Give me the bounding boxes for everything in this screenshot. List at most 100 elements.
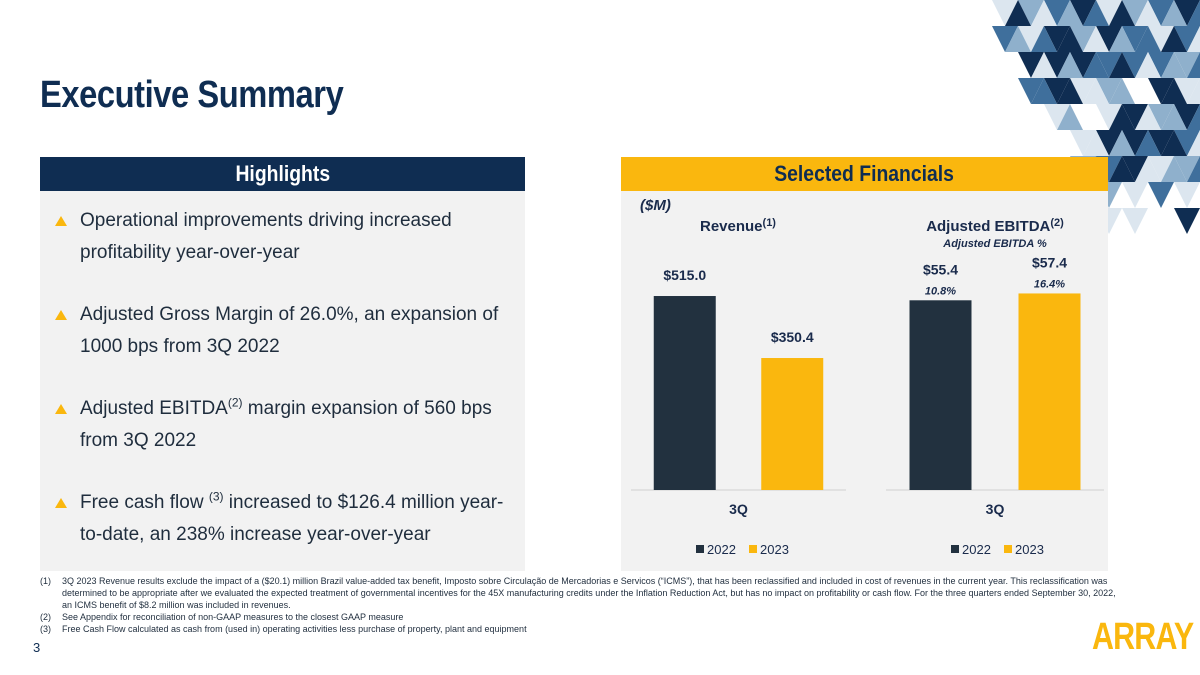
- decor-triangle: [1122, 182, 1148, 208]
- decor-triangle: [1109, 156, 1135, 182]
- decor-triangle: [1161, 0, 1187, 26]
- chart2-category-label: 3Q: [986, 501, 1005, 517]
- decor-triangle: [1096, 78, 1122, 104]
- footnote: (2) See Appendix for reconciliation of n…: [40, 611, 1120, 623]
- footnotes: (1) 3Q 2023 Revenue results exclude the …: [40, 575, 1120, 635]
- list-item: Operational improvements driving increas…: [55, 205, 525, 269]
- bullet-text: Free cash flow: [80, 492, 209, 513]
- chart1-bar-2023: [761, 358, 824, 490]
- decor-triangle: [1122, 0, 1148, 26]
- decor-triangle: [1135, 130, 1161, 156]
- decor-triangle: [1135, 156, 1161, 182]
- highlights-header: Highlights: [40, 157, 525, 191]
- decor-triangle: [1174, 52, 1200, 78]
- decor-triangle: [1044, 78, 1070, 104]
- decor-triangle: [1135, 0, 1161, 26]
- bullet-text-cont: margin expansion of 560 bps from 3Q 2022: [80, 398, 492, 451]
- highlights-header-label: Highlights: [235, 161, 330, 186]
- decor-triangle: [1135, 104, 1161, 130]
- decor-triangle: [1096, 52, 1122, 78]
- decor-triangle: [1096, 130, 1122, 156]
- chart2-legend-label-2023: 2023: [1015, 542, 1044, 557]
- decor-triangle: [1083, 52, 1109, 78]
- decor-triangle: [1148, 26, 1174, 52]
- footnote-number: (2): [40, 612, 51, 622]
- decor-triangle: [1044, 0, 1070, 26]
- decor-triangle: [1096, 0, 1122, 26]
- decor-triangle: [1044, 52, 1070, 78]
- decor-triangle: [1187, 78, 1200, 104]
- chart1-legend-swatch-2023: [749, 545, 757, 553]
- highlights-panel: [40, 191, 525, 571]
- array-logo: ARRAY: [1092, 616, 1194, 658]
- decor-triangle: [1109, 104, 1135, 130]
- decor-triangle: [1070, 52, 1096, 78]
- decor-triangle: [1057, 26, 1083, 52]
- decor-triangle: [1161, 26, 1187, 52]
- page-title: Executive Summary: [40, 74, 344, 116]
- financials-charts: ($M) Revenue(1) $515.0 $350.4 3Q 2022 2023 Adju…: [631, 197, 1104, 557]
- chart2-data-label-2022: $55.4: [923, 261, 958, 277]
- triangle-bullet-icon: [55, 404, 67, 414]
- footnote-number: (3): [40, 624, 51, 634]
- chart2-subtitle: Adjusted EBITDA %: [942, 238, 1047, 250]
- decor-triangle: [1174, 130, 1200, 156]
- footnote: (1) 3Q 2023 Revenue results exclude the …: [40, 575, 1120, 611]
- bullet-text-cont: increased to $126.4 million year-to-date…: [80, 492, 504, 545]
- decor-triangle: [1122, 156, 1148, 182]
- footnote-ref: (3): [208, 489, 224, 504]
- chart2-bar-2022: [909, 300, 972, 490]
- chart2-bar-2023: [1018, 293, 1081, 490]
- decor-triangle: [1187, 52, 1200, 78]
- decor-triangle: [1031, 52, 1057, 78]
- footnote-text: 3Q 2023 Revenue results exclude the impa…: [62, 576, 1116, 610]
- decor-triangle: [1031, 0, 1057, 26]
- triangle-bullet-icon: [55, 498, 67, 508]
- decor-triangle: [1005, 0, 1031, 26]
- chart2-title: Adjusted EBITDA(2): [926, 217, 1064, 235]
- chart1-bar-2022: [653, 296, 716, 490]
- chart1-data-label-2022: $515.0: [663, 267, 706, 283]
- decor-triangle: [1122, 52, 1148, 78]
- decor-triangle: [992, 26, 1018, 52]
- decor-triangle: [1057, 104, 1083, 130]
- footnote-text: See Appendix for reconciliation of non-G…: [62, 612, 404, 622]
- decor-triangle: [1083, 0, 1109, 26]
- decor-triangle: [1174, 182, 1200, 208]
- chart2-pct-label-2022: 10.8%: [925, 285, 956, 297]
- triangle-bullet-icon: [55, 310, 67, 320]
- chart2-pct-label-2023: 16.4%: [1034, 278, 1065, 290]
- decor-triangle: [1031, 78, 1057, 104]
- decor-triangle: [1148, 156, 1174, 182]
- decor-triangle: [1018, 78, 1044, 104]
- decor-triangle: [1109, 130, 1135, 156]
- highlights-list: Operational improvements driving increas…: [55, 205, 525, 581]
- footnote: (3) Free Cash Flow calculated as cash fr…: [40, 623, 1120, 635]
- decor-triangle: [1122, 104, 1148, 130]
- decor-triangle: [1070, 130, 1096, 156]
- bullet-text: Operational improvements driving increas…: [80, 210, 452, 263]
- decor-triangle: [1174, 208, 1200, 234]
- decor-triangle: [1109, 78, 1135, 104]
- chart2-legend-label-2022: 2022: [962, 542, 991, 557]
- chart1-data-label-2023: $350.4: [771, 329, 814, 345]
- decor-triangle: [1161, 52, 1187, 78]
- decor-triangle: [1161, 156, 1187, 182]
- decor-triangle: [1187, 26, 1200, 52]
- decor-triangle: [1083, 26, 1109, 52]
- decor-triangle: [1122, 208, 1148, 234]
- decor-triangle: [1135, 52, 1161, 78]
- decor-triangle: [1161, 104, 1187, 130]
- decor-triangle: [1018, 0, 1044, 26]
- page-number: 3: [33, 640, 41, 655]
- decor-triangle: [1109, 52, 1135, 78]
- decor-triangle: [1122, 130, 1148, 156]
- decor-triangle: [1070, 26, 1096, 52]
- decor-triangle: [1057, 78, 1083, 104]
- decor-triangle: [1148, 130, 1174, 156]
- decor-triangle: [1174, 78, 1200, 104]
- footnote-ref: (2): [227, 395, 243, 410]
- decor-triangle: [1057, 52, 1083, 78]
- decor-triangle: [1096, 104, 1122, 130]
- decor-triangle: [1174, 156, 1200, 182]
